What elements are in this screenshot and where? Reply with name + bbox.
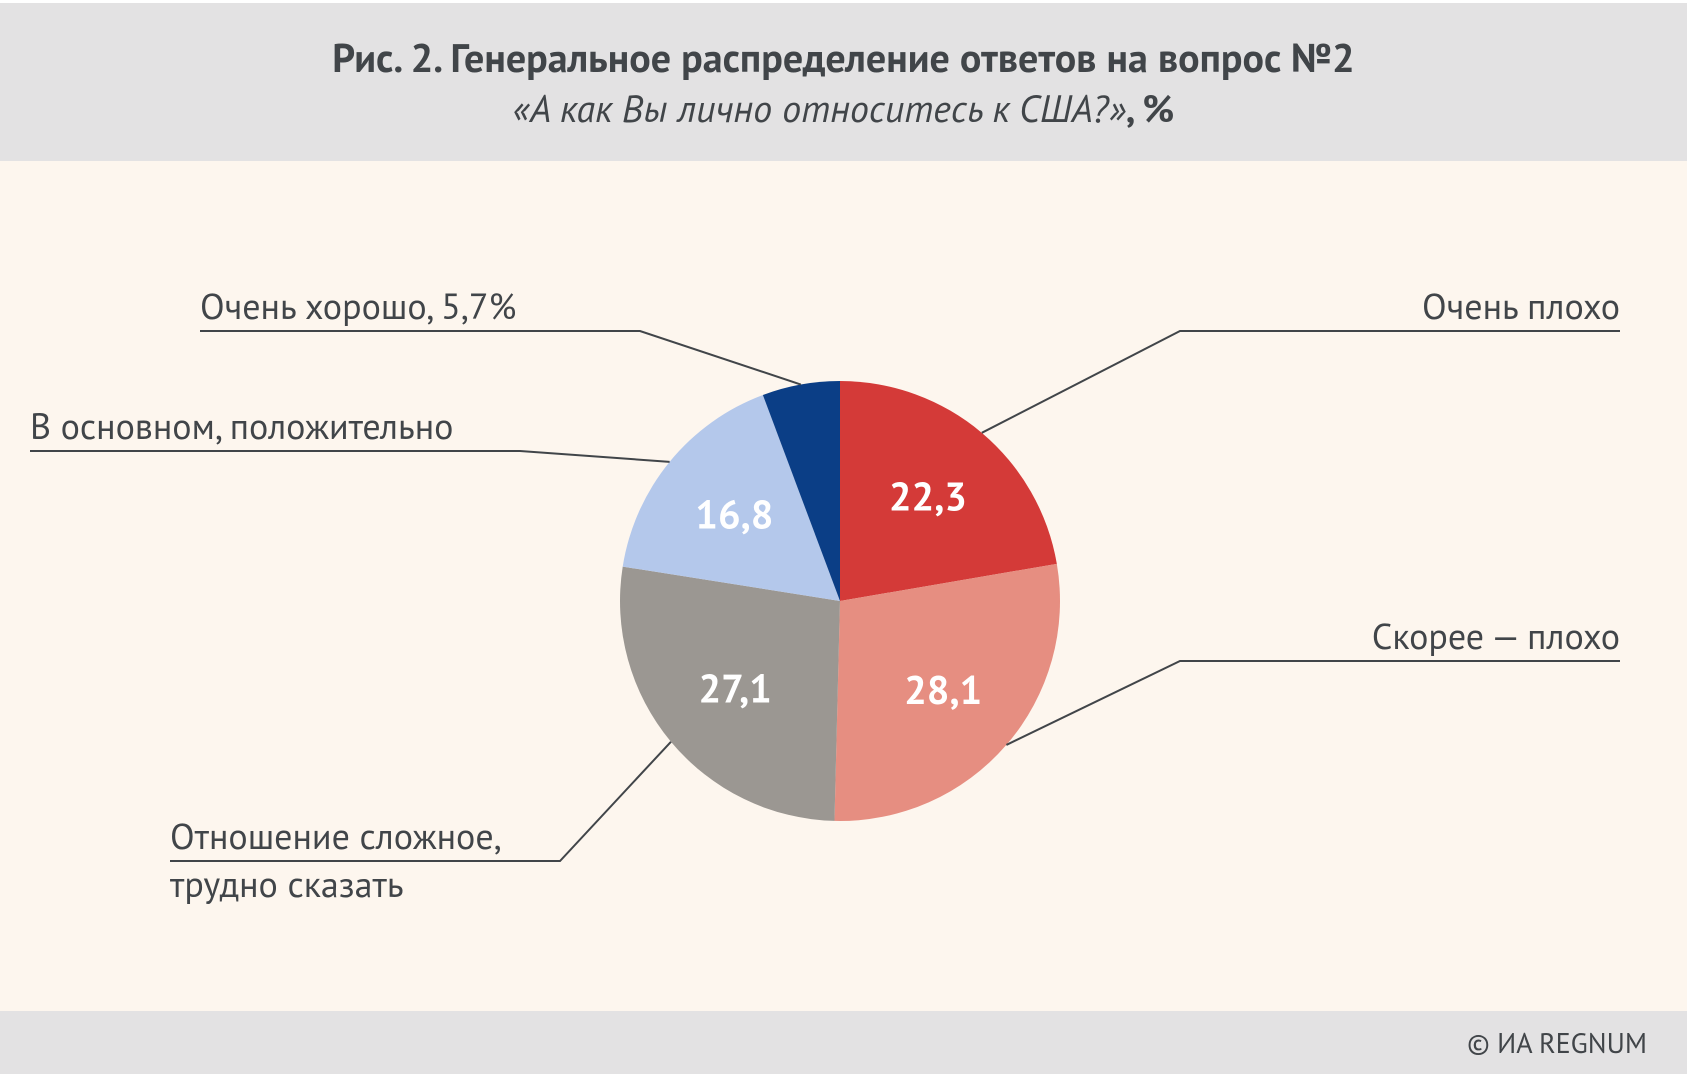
callout-leader [30,451,670,462]
chart-title-line1: Рис. 2. Генеральное распределение ответо… [332,32,1354,84]
callout-label: Скорее — плохо [1372,612,1620,659]
chart-body: 22,3 28,1 27,1 16,8 Очень плохо Скорее — плох… [0,161,1687,1011]
chart-subtitle-italic: «А как Вы лично относитесь к США?» [513,84,1126,133]
callout-label: Отношение сложное, [170,812,502,859]
chart-title-line2: «А как Вы лично относитесь к США?», % [513,84,1174,133]
copyright-text: © ИА REGNUM [1467,1024,1647,1061]
callout-label: Очень хорошо, 5,7% [200,282,516,329]
callout-leader [1006,661,1620,745]
callout-label: В основном, положительно [30,402,453,449]
callout-leader [982,331,1620,433]
slice-value-label: 27,1 [698,662,771,714]
chart-footer: © ИА REGNUM [0,1011,1687,1074]
callout-leader [200,331,801,385]
chart-subtitle-suffix: , % [1126,84,1175,133]
slice-value-label: 28,1 [904,664,982,716]
callout-label: Очень плохо [1422,282,1620,329]
slice-value-label: 22,3 [889,471,967,523]
slice-value-label: 16,8 [695,489,773,541]
pie-chart: 22,3 28,1 27,1 16,8 Очень плохо Скорее — плох… [0,161,1687,1011]
chart-header: Рис. 2. Генеральное распределение ответо… [0,0,1687,161]
callout-label: трудно сказать [170,860,404,907]
